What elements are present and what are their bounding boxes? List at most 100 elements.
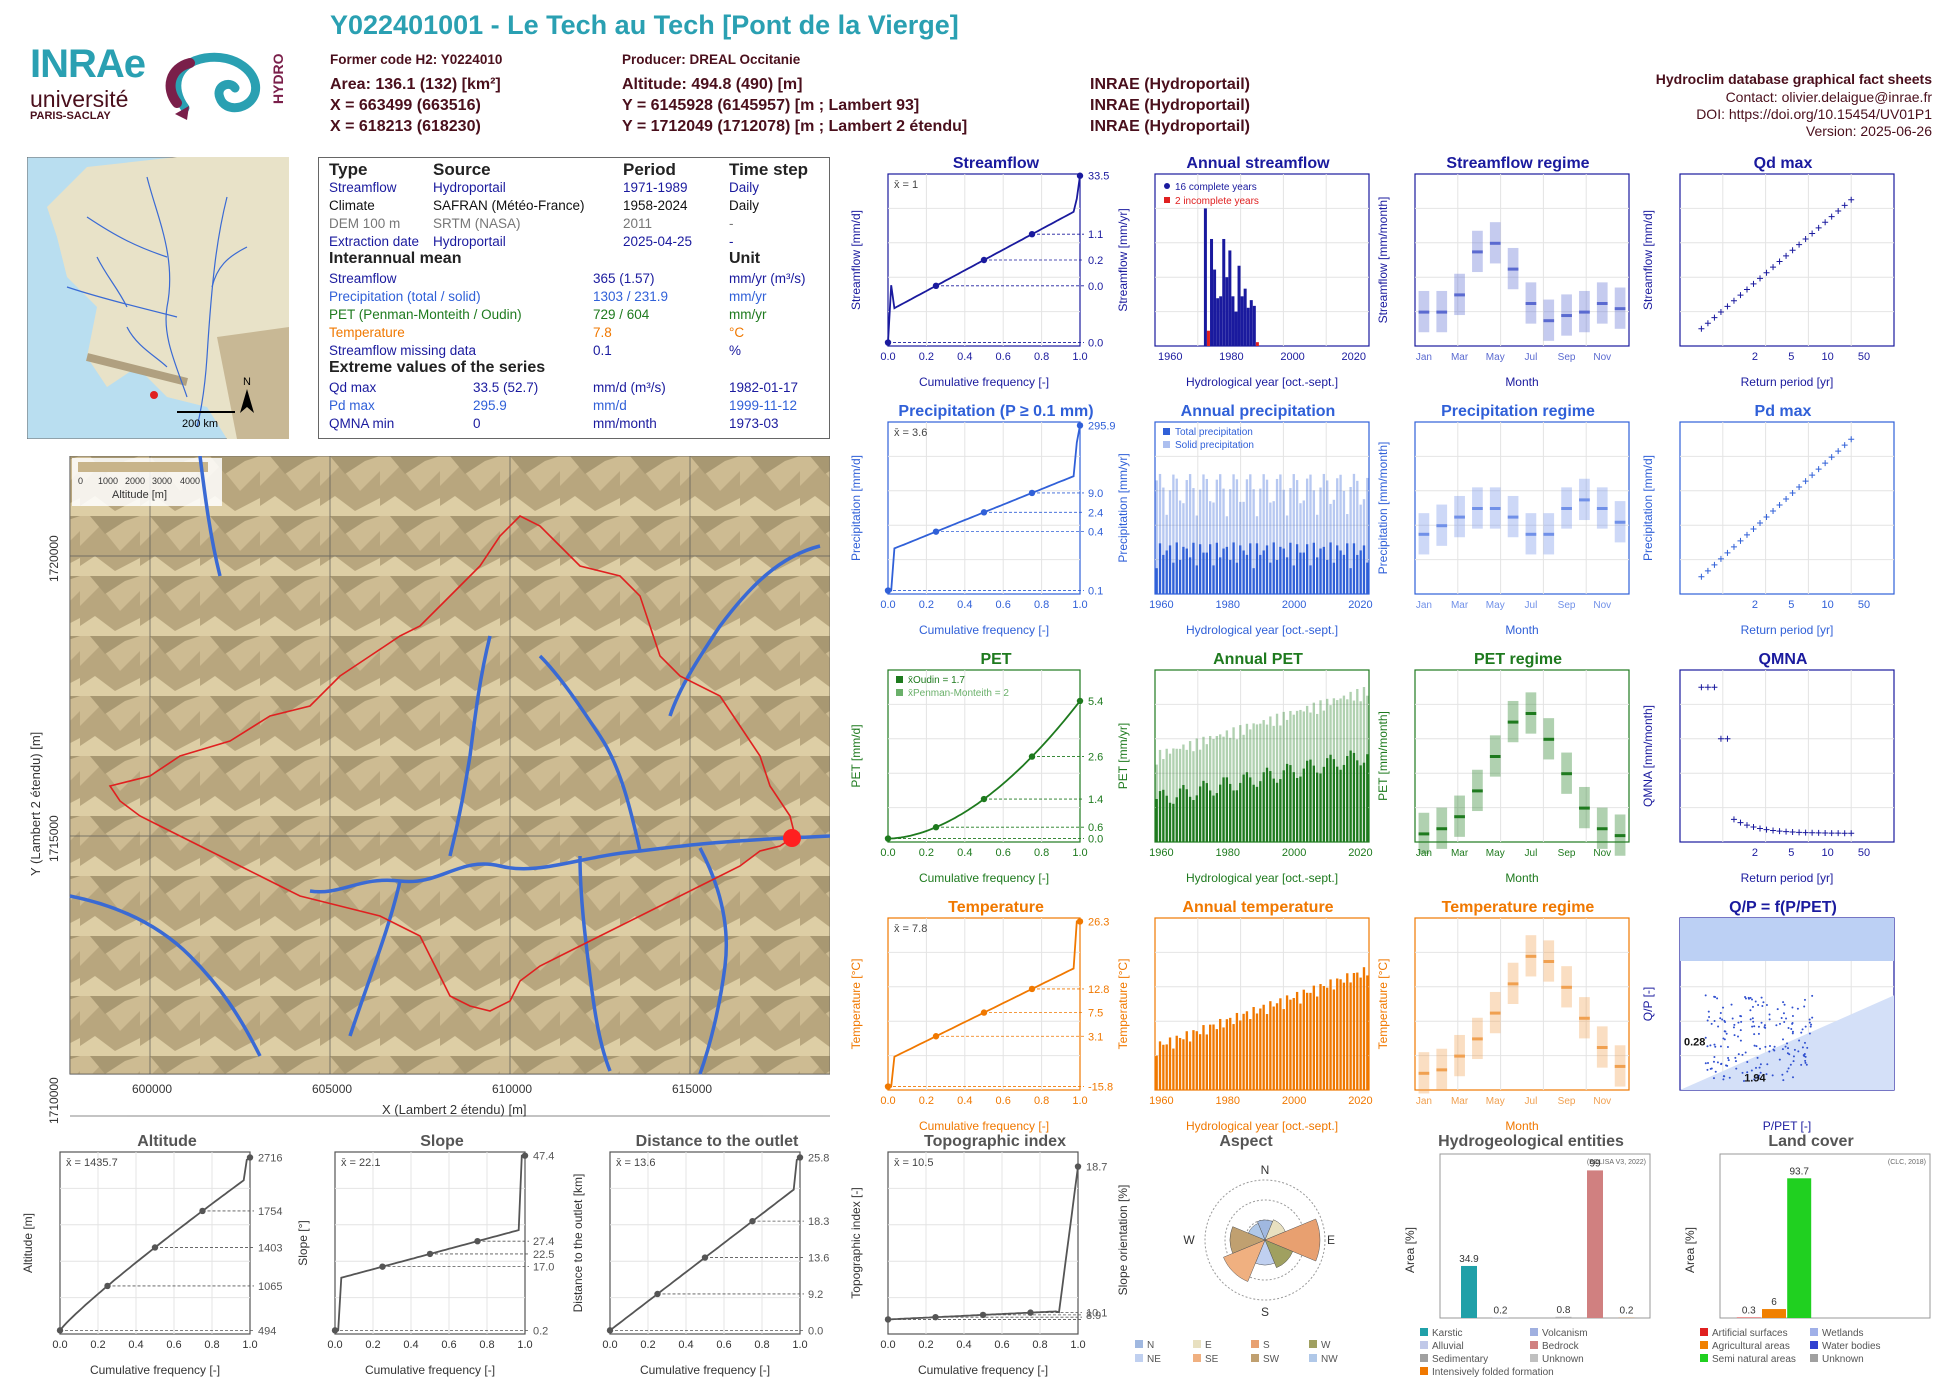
src-period: 2011: [623, 216, 652, 231]
right-tick-label: 13.6: [808, 1253, 829, 1265]
qp-point: [1755, 1067, 1757, 1069]
right-tick-label: 18.3: [808, 1216, 829, 1228]
chart-title: PET: [980, 651, 1011, 668]
qp-point: [1707, 1062, 1709, 1064]
source-2: INRAE (Hydroportail): [1090, 97, 1250, 115]
qp-point: [1721, 1019, 1723, 1021]
x-tick-label: 0.8: [1034, 599, 1049, 611]
qp-point: [1717, 1026, 1719, 1028]
doi: DOI: https://doi.org/10.15454/UV01P1: [1696, 106, 1932, 123]
y-axis-label: Slope [°]: [296, 1220, 310, 1266]
annual-bar: [1199, 544, 1201, 594]
legend-marker: [1530, 1328, 1538, 1336]
annual-bar: [1346, 973, 1348, 1090]
y-axis-label: QMNA [mm/month]: [1641, 705, 1655, 807]
annual-bar: [1289, 1000, 1291, 1090]
legend-marker: [1810, 1341, 1818, 1349]
paris-saclay-logo: PARIS-SACLAY: [30, 110, 111, 122]
regime-median: [1615, 1065, 1626, 1068]
annual-bar: [1359, 765, 1361, 842]
annual-bar: [1309, 993, 1311, 1090]
y-axis-label: Temperature [°C]: [1116, 959, 1130, 1050]
x-tick-label: Nov: [1593, 1096, 1611, 1107]
x-tick-label: 0.4: [957, 599, 972, 611]
right-tick-label: 27.4: [533, 1236, 554, 1248]
qp-point: [1724, 1021, 1726, 1023]
right-tick-label: 47.4: [533, 1151, 554, 1163]
legend-marker: [1420, 1328, 1428, 1336]
legend-marker: [1164, 183, 1170, 189]
annual-bar: [1336, 978, 1338, 1090]
x-axis-label: Cumulative frequency [-]: [918, 1363, 1048, 1377]
annual-bar: [1169, 545, 1171, 594]
annual-bar: [1269, 771, 1271, 842]
annual-bar: [1309, 760, 1311, 842]
legend-label: Alluvial: [1432, 1341, 1464, 1352]
qp-point: [1714, 1046, 1716, 1048]
annual-bar: [1349, 982, 1351, 1090]
x-tick-label: 0.4: [957, 847, 972, 859]
ext-name: Pd max: [329, 398, 375, 413]
annual-bar: [1343, 555, 1345, 594]
annual-bar: [1182, 785, 1184, 842]
x-tick-label: 1960: [1149, 1095, 1173, 1107]
annual-bar: [1189, 797, 1191, 842]
annual-bar: [1366, 975, 1368, 1090]
annual-bar: [1229, 1018, 1231, 1090]
src-source: Hydroportail: [433, 234, 506, 249]
qp-point: [1769, 1045, 1771, 1047]
annual-bar: [1252, 785, 1254, 842]
annual-bar: [1232, 790, 1234, 842]
annual-bar: [1316, 997, 1318, 1090]
producer: Producer: DREAL Occitanie: [622, 52, 800, 67]
legend-label: Artificial surfaces: [1712, 1328, 1788, 1339]
annual-bar: [1303, 769, 1305, 842]
qp-point: [1781, 1074, 1783, 1076]
x-tick-label: 0.4: [957, 351, 972, 363]
legend-marker: [1700, 1328, 1708, 1336]
annual-bar: [1202, 1025, 1204, 1090]
regime-median: [1454, 1055, 1465, 1058]
qp-point: [1764, 1024, 1766, 1026]
x-tick-label: Jul: [1525, 600, 1538, 611]
x-tick-label: 5: [1788, 599, 1794, 611]
y-axis-label: Slope orientation [%]: [1116, 1185, 1130, 1296]
svg-text:605000: 605000: [312, 1082, 352, 1096]
annual-bar: [1239, 545, 1241, 594]
chart-title: Aspect: [1219, 1133, 1273, 1150]
mean-unit: mm/yr: [729, 289, 767, 304]
annual-bar: [1186, 1031, 1188, 1090]
regime-median: [1490, 507, 1501, 510]
annual-bar: [1162, 1045, 1164, 1090]
source-1: INRAE (Hydroportail): [1090, 76, 1250, 94]
contact: Contact: olivier.delaigue@inrae.fr: [1726, 89, 1932, 106]
svg-text:4000: 4000: [180, 476, 200, 486]
regime-median: [1561, 986, 1572, 989]
x-tick-label: 0.6: [166, 1339, 181, 1351]
annual-bar: [1259, 555, 1261, 594]
mean-label: x̄ = 1435.7: [66, 1157, 118, 1169]
x-tick-label: 10: [1822, 599, 1834, 611]
y-l2e: Y = 1712049 (1712078) [m ; Lambert 2 éte…: [622, 118, 967, 136]
qp-point: [1793, 1060, 1795, 1062]
annual-bar: [1162, 790, 1164, 842]
ext-value: 295.9: [473, 398, 507, 413]
ext-date: 1973-03: [729, 416, 779, 431]
regime-median: [1436, 524, 1447, 527]
regime-median: [1419, 1072, 1430, 1075]
x-tick-label: 0.6: [441, 1339, 456, 1351]
annual-bar: [1179, 560, 1181, 594]
qp-point: [1709, 1044, 1711, 1046]
x-tick-label: 2020: [1348, 599, 1372, 611]
bar-value-label: 0.3: [1742, 1306, 1756, 1317]
annual-bar: [1283, 770, 1285, 842]
x-tick-label: 0.8: [479, 1339, 494, 1351]
annual-bar: [1313, 543, 1315, 594]
right-tick-label: 0.0: [1088, 834, 1103, 846]
regime-median: [1597, 827, 1608, 830]
x-tick-label: 1980: [1216, 599, 1240, 611]
